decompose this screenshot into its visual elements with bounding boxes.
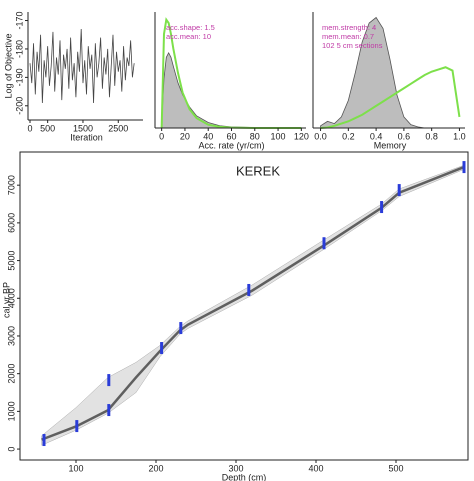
y-tick-label: 0 [6,447,16,452]
x-tick-label: 0 [27,123,32,133]
x-tick-label: 400 [308,463,323,473]
y-tick-label: -180 [14,40,24,58]
date [107,374,111,387]
date [380,201,384,214]
x-tick-label: 120 [294,131,309,141]
date [107,404,111,417]
x-tick-label: 20 [180,131,190,141]
y-axis-label: cal yr BP [1,282,11,318]
date [42,434,46,447]
x-tick-label: 1.0 [453,131,466,141]
y-tick-label: -190 [14,68,24,86]
x-tick-label: 500 [40,123,55,133]
date [397,184,401,197]
x-tick-label: 300 [228,463,243,473]
x-axis-label: Iteration [70,132,103,142]
x-axis-label: Memory [374,140,407,150]
date [75,420,79,433]
prior [320,66,461,129]
x-tick-label: 2500 [108,123,128,133]
x-tick-label: 100 [68,463,83,473]
date [322,237,326,250]
age-model [41,165,465,441]
date [462,161,466,174]
chart-title: KEREK [236,163,280,178]
x-tick-label: 200 [148,463,163,473]
y-tick-label: 3000 [6,326,16,346]
annotation: mem.mean: 0.7 [322,32,374,41]
x-tick-label: 1500 [73,123,93,133]
y-tick-label: 5000 [6,251,16,271]
x-tick-label: 40 [203,131,213,141]
annotation: acc.mean: 10 [166,32,211,41]
x-tick-label: 0.0 [314,131,327,141]
y-tick-label: 4000 [6,288,16,308]
x-tick-label: 100 [271,131,286,141]
y-tick-label: -170 [14,12,24,30]
annotation: mem.strength: 4 [322,23,376,32]
x-tick-label: 0.4 [370,131,383,141]
x-tick-label: 500 [388,463,403,473]
y-axis-label: Log of Objective [3,33,13,98]
date [179,322,183,335]
x-tick-label: 80 [250,131,260,141]
x-axis-label: Acc. rate (yr/cm) [198,140,264,150]
y-tick-label: 1000 [6,401,16,421]
x-tick-label: 60 [226,131,236,141]
y-tick-label: -200 [14,97,24,115]
x-tick-label: 0.2 [342,131,355,141]
y-tick-label: 2000 [6,364,16,384]
annotation: acc.shape: 1.5 [166,23,215,32]
x-tick-label: 0 [159,131,164,141]
date [160,342,164,355]
y-tick-label: 6000 [6,213,16,233]
trace [29,29,135,103]
annotation: 102 5 cm sections [322,41,383,50]
x-tick-label: 0.6 [398,131,411,141]
x-tick-label: 0.8 [425,131,438,141]
x-axis-label: Depth (cm) [222,472,267,481]
age-envelope [41,164,465,446]
plot-frame [19,151,469,461]
y-tick-label: 7000 [6,175,16,195]
date [247,283,251,296]
